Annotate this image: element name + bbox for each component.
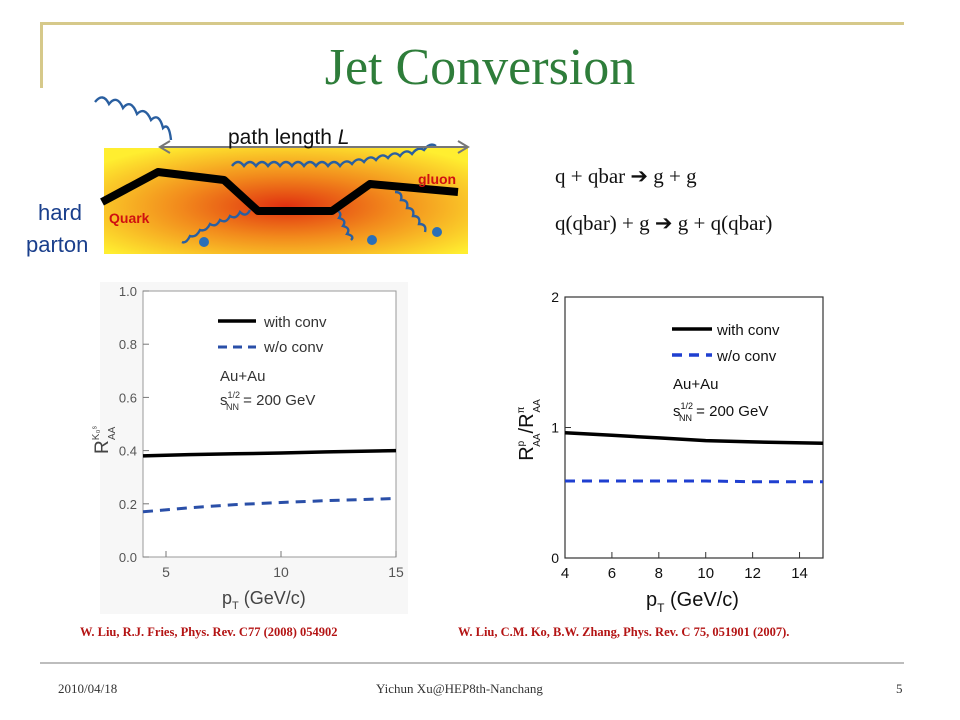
frame-left-line [40, 22, 43, 88]
y-tick-label: 1 [551, 420, 559, 436]
footer-date: 2010/04/18 [58, 681, 118, 696]
x-tick-label: 4 [561, 565, 569, 582]
series-line-with-conv [564, 430, 824, 445]
path-length-variable: L [337, 126, 350, 149]
legend-with-conv-label: with conv [263, 314, 327, 331]
x-tick-label: 14 [791, 565, 808, 582]
legend-energy-label: s1/2 NN = 200 GeV [673, 401, 768, 423]
gluon-coil-top [231, 143, 437, 168]
gluon-end-dot-1 [199, 237, 209, 247]
series-line-w-o-conv [142, 497, 397, 514]
chart-right-ylabel: Rp AA/Rπ AA [516, 399, 543, 461]
equation-2-lhs: q(qbar) + g [555, 211, 655, 235]
y-tick-label: 0 [551, 550, 559, 566]
legend-system-label: Au+Au [673, 376, 718, 393]
legend-system-label: Au+Au [220, 368, 265, 385]
frame-top-line [40, 22, 904, 25]
y-tick-label: 0.6 [119, 390, 137, 405]
gluon-coil-lower-middle [334, 208, 354, 241]
path-length-label: path length L [228, 126, 349, 150]
gluon-coil-lower-right [394, 190, 427, 233]
x-tick-label: 6 [608, 565, 616, 582]
x-tick-label: 12 [744, 565, 761, 582]
y-tick-label: 0.8 [119, 337, 137, 352]
series-line-with-conv [142, 448, 397, 458]
hard-label: hard [38, 200, 83, 225]
gluon-end-dot-2 [367, 235, 377, 245]
chart-right-plot-area [564, 296, 824, 559]
y-tick-label: 0.0 [119, 550, 137, 565]
legend-wo-conv-label: w/o conv [263, 339, 324, 356]
gluon-coil-top-left [94, 96, 173, 141]
chart-right-xlabel: pT (GeV/c) [646, 589, 739, 615]
x-tick-label: 15 [388, 564, 404, 580]
x-tick-label: 10 [273, 564, 289, 580]
series-line-w-o-conv [565, 479, 823, 484]
quark-path [100, 168, 459, 215]
gluon-end-dot-3 [432, 227, 442, 237]
legend-with-conv-label: with conv [716, 322, 780, 339]
equation-1: q + qbar ➔ g + g [555, 164, 697, 189]
x-tick-label: 10 [697, 565, 714, 582]
path-length-text: path length [228, 126, 338, 149]
parton-label: parton [26, 232, 89, 257]
y-tick-label: 0.4 [119, 444, 137, 459]
equation-1-lhs: q + qbar [555, 164, 631, 188]
chart-left-plot-area [142, 290, 397, 558]
x-tick-label: 5 [162, 564, 170, 580]
chart-left-xlabel: pT (GeV/c) [222, 588, 306, 612]
y-tick-label: 0.2 [119, 497, 137, 512]
footer-author: Yichun Xu@HEP8th-Nanchang [376, 681, 543, 696]
equation-2-rhs: g + q(qbar) [672, 211, 773, 235]
medium-region [104, 148, 468, 254]
legend-wo-conv-label: w/o conv [716, 348, 777, 365]
slide-title: Jet Conversion [324, 39, 636, 96]
reference-left: W. Liu, R.J. Fries, Phys. Rev. C77 (2008… [80, 625, 338, 639]
y-tick-label: 1.0 [119, 284, 137, 299]
y-tick-label: 2 [551, 289, 559, 305]
chart-left-ylabel: RK₀ˢ AA [91, 425, 118, 454]
footer-page-number: 5 [896, 681, 903, 696]
reference-right: W. Liu, C.M. Ko, B.W. Zhang, Phys. Rev. … [458, 625, 790, 639]
equation-1-rhs: g + g [648, 164, 697, 188]
equation-2: q(qbar) + g ➔ g + q(qbar) [555, 211, 772, 236]
frame-bottom-line [40, 662, 904, 664]
quark-label: Quark [109, 210, 150, 226]
path-length-arrowhead-left [158, 140, 171, 154]
arrow-icon: ➔ [630, 164, 649, 188]
path-length-arrowhead-right [457, 140, 470, 154]
gluon-coils [94, 96, 437, 244]
x-tick-label: 8 [655, 565, 663, 582]
gluon-label: gluon [418, 171, 457, 187]
gluon-coil-lower-left [181, 209, 252, 244]
legend-energy-label: s1/2 NN = 200 GeV [220, 390, 315, 412]
arrow-icon: ➔ [654, 211, 673, 235]
